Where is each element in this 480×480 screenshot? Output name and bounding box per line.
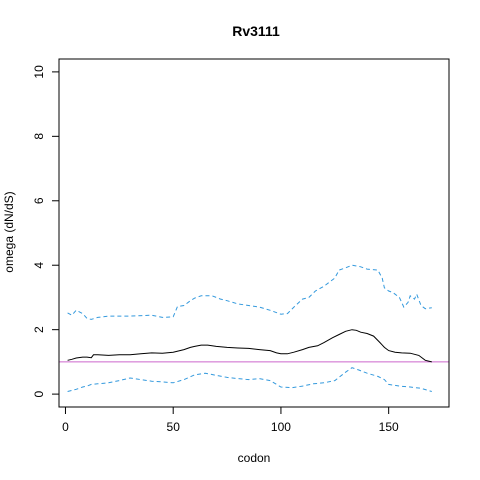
series-line-estimate [67,329,432,363]
series-line-lower-bound [67,367,432,392]
x-tick-label: 0 [62,420,69,434]
x-tick-label: 150 [379,420,399,434]
plot-area: 0 50 100 150 0 2 4 6 8 10 [32,58,450,434]
y-tick-label: 10 [32,65,46,79]
y-tick-label: 2 [32,326,46,333]
x-axis-label: codon [238,451,271,465]
y-tick-label: 8 [32,133,46,140]
x-tick-label: 100 [271,420,291,434]
y-axis-label: omega (dN/dS) [2,191,16,272]
series-line-upper-bound [67,264,432,320]
y-tick-label: 6 [32,197,46,204]
chart-title: Rv3111 [232,23,280,39]
y-tick-label: 4 [32,262,46,269]
y-tick-label: 0 [32,390,46,397]
x-tick-label: 50 [167,420,181,434]
